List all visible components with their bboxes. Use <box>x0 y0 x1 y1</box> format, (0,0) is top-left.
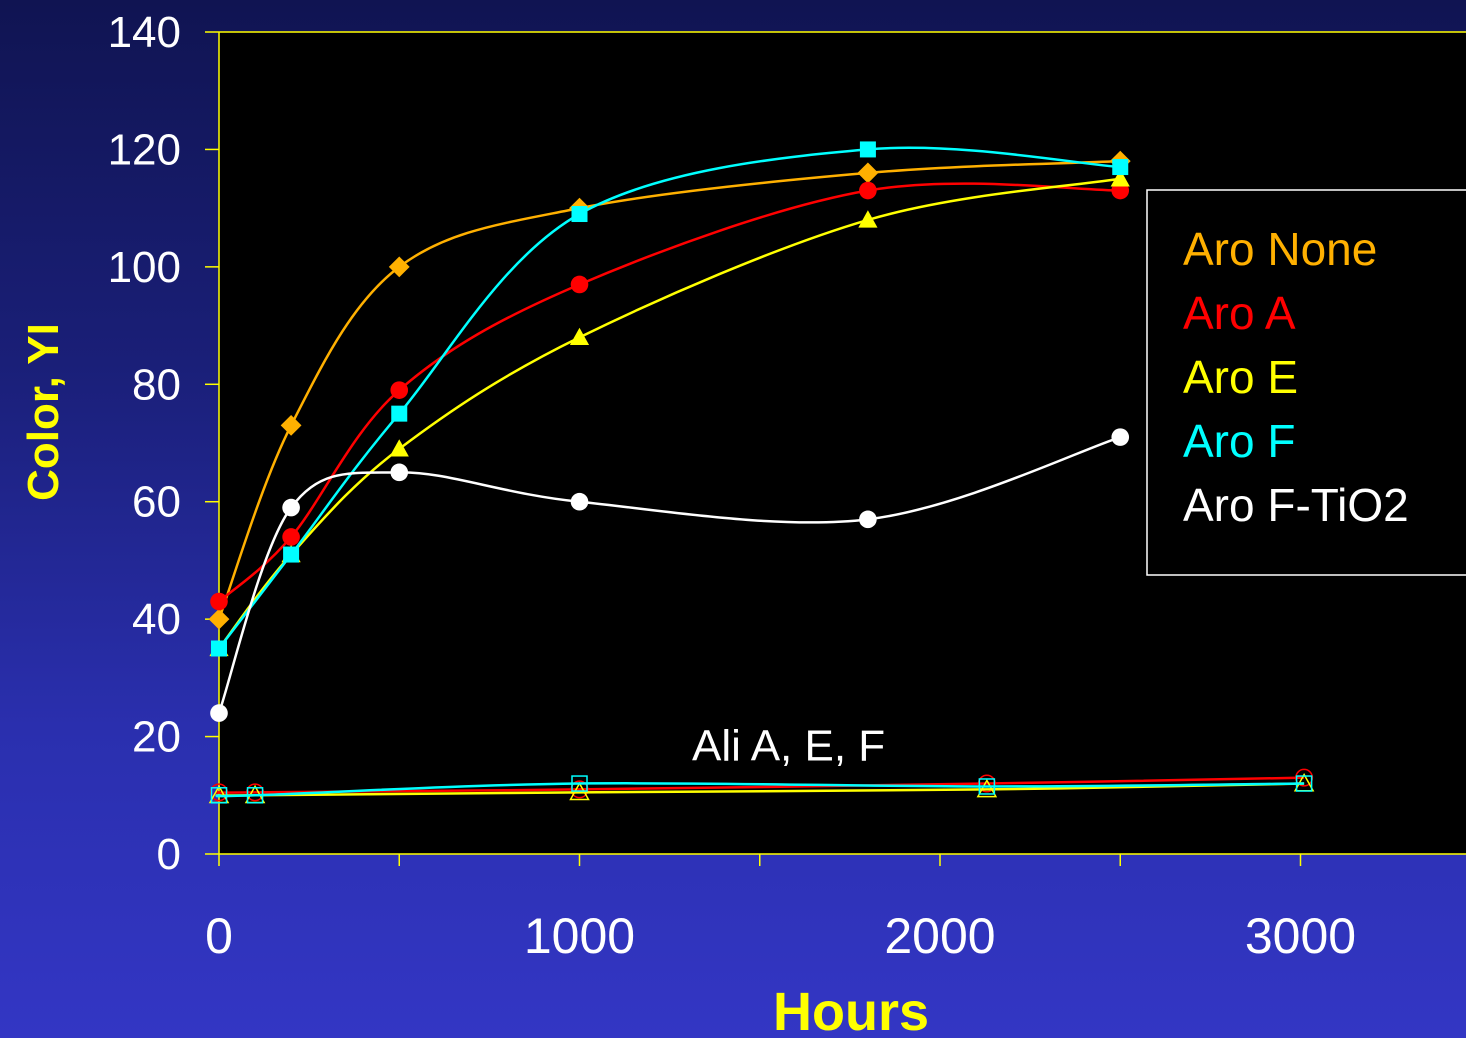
legend-entry: Aro F <box>1183 415 1295 467</box>
data-point <box>571 206 588 223</box>
data-point <box>570 275 589 294</box>
series-7 <box>210 775 1313 804</box>
data-point <box>210 592 228 611</box>
data-point <box>1111 428 1130 446</box>
y-tick-label: 20 <box>132 713 181 762</box>
y-axis-title: Color, YI <box>19 323 68 501</box>
x-axis-ticks: 0 1000 2000 3000 <box>205 854 1356 964</box>
legend-entry: Aro None <box>1183 223 1377 275</box>
data-point <box>388 256 410 278</box>
series-4 <box>210 428 1130 722</box>
x-tick-label: 3000 <box>1245 908 1356 964</box>
data-point <box>390 463 409 482</box>
y-tick-label: 100 <box>108 243 181 292</box>
series-1 <box>210 181 1130 611</box>
data-point <box>210 704 228 722</box>
y-tick-label: 120 <box>108 125 181 174</box>
data-point <box>1110 169 1130 187</box>
series-layer <box>208 141 1315 804</box>
data-point <box>211 640 227 657</box>
data-point <box>246 787 264 804</box>
legend-entry: Aro E <box>1183 351 1298 403</box>
x-tick-label: 1000 <box>524 908 635 964</box>
annotation-ali: Ali A, E, F <box>692 721 885 770</box>
series-line <box>217 159 1121 620</box>
legend-box <box>1146 189 1466 576</box>
y-tick-label: 40 <box>132 595 181 644</box>
y-tick-label: 140 <box>108 8 181 57</box>
series-3 <box>211 141 1129 657</box>
legend: Aro None Aro A Aro E Aro F Aro F-TiO2 <box>1146 189 1466 576</box>
data-point <box>569 327 590 345</box>
data-point <box>280 414 302 436</box>
data-point <box>282 498 300 517</box>
data-point <box>283 546 300 563</box>
data-point <box>390 381 409 399</box>
data-point <box>859 510 877 529</box>
data-point <box>978 778 996 795</box>
data-point <box>210 787 228 804</box>
legend-entry: Aro A <box>1183 287 1296 339</box>
data-point <box>282 528 300 546</box>
series-line <box>215 776 1305 794</box>
x-tick-label: 2000 <box>884 908 995 964</box>
y-tick-label: 60 <box>132 478 181 527</box>
data-point <box>859 181 877 200</box>
x-axis-title: Hours <box>773 982 929 1038</box>
y-tick-label: 0 <box>157 830 181 879</box>
data-point <box>391 405 408 422</box>
legend-items: Aro None Aro A Aro E Aro F Aro F-TiO2 <box>1183 223 1409 531</box>
data-point <box>857 162 879 184</box>
x-tick-label: 0 <box>205 908 233 964</box>
data-point <box>859 141 876 158</box>
data-point <box>1112 159 1129 176</box>
data-point <box>858 210 878 228</box>
series-line <box>215 781 1305 798</box>
series-line <box>217 435 1121 714</box>
data-point <box>389 439 409 457</box>
data-point <box>208 608 230 630</box>
data-point <box>976 778 998 798</box>
y-tick-label: 80 <box>132 360 181 409</box>
data-point <box>570 492 589 511</box>
legend-entry: Aro F-TiO2 <box>1183 479 1409 531</box>
data-point <box>571 775 588 792</box>
y-axis-ticks: 0 20 40 60 80 100 120 140 <box>108 8 219 879</box>
data-point <box>1295 775 1313 792</box>
